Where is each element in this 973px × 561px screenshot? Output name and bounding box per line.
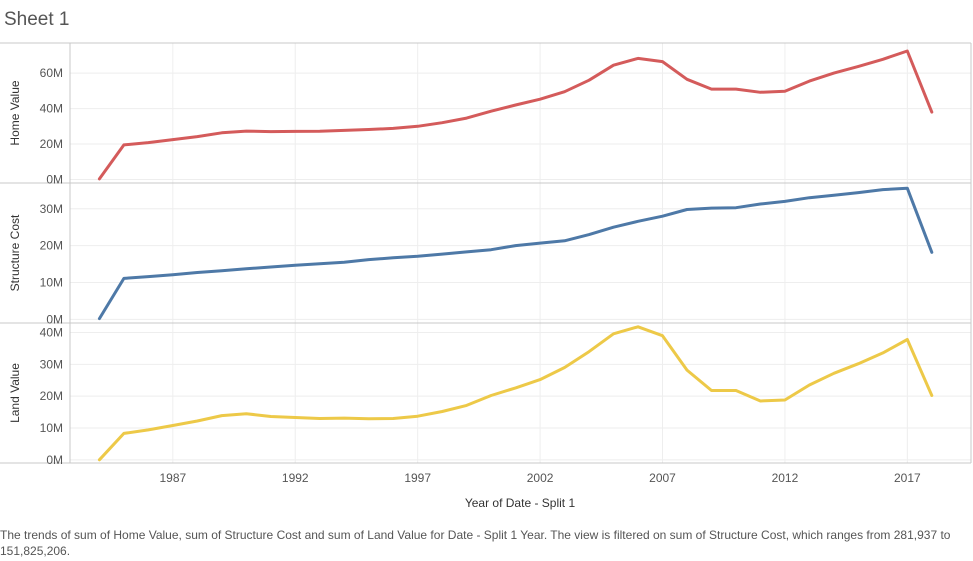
series-line-structure-cost <box>97 186 934 321</box>
y-tick-label: 30M <box>40 357 63 371</box>
x-tick-label: 2017 <box>894 471 921 485</box>
x-tick-label: 2002 <box>527 471 554 485</box>
chart-caption: The trends of sum of Home Value, sum of … <box>0 528 951 558</box>
y-tick-label: 0M <box>46 453 63 467</box>
y-axis-title: Land Value <box>8 363 22 423</box>
panel-frames <box>0 42 972 464</box>
y-tick-labels: 0M 20M 40M 60M 0M 10M 20M 30M 0M 10M 20M 30M 40M <box>40 66 63 467</box>
y-tick-label: 0M <box>46 172 63 186</box>
y-axis-title: Home Value <box>8 80 22 145</box>
grid-layer <box>70 43 971 463</box>
y-tick-label: 10M <box>40 421 63 435</box>
y-tick-label: 40M <box>40 102 63 116</box>
x-tick-labels: 1987 1992 1997 2002 2007 2012 2017 <box>159 471 921 485</box>
x-tick-label: 1987 <box>159 471 186 485</box>
y-tick-label: 60M <box>40 66 63 80</box>
x-tick-label: 2007 <box>649 471 676 485</box>
x-tick-label: 2012 <box>772 471 799 485</box>
y-tick-label: 30M <box>40 202 63 216</box>
y-tick-label: 20M <box>40 239 63 253</box>
series-line-home-value <box>97 49 934 181</box>
series-layer <box>97 49 934 462</box>
y-tick-label: 20M <box>40 137 63 151</box>
x-tick-label: 1997 <box>404 471 431 485</box>
x-tick-label: 1992 <box>282 471 309 485</box>
y-tick-label: 0M <box>46 312 63 326</box>
y-tick-label: 40M <box>40 326 63 340</box>
series-line-land-value <box>97 325 934 462</box>
x-axis-title: Year of Date - Split 1 <box>465 496 576 510</box>
sheet-title: Sheet 1 <box>4 9 70 30</box>
y-axis-title: Structure Cost <box>8 214 22 291</box>
y-tick-label: 20M <box>40 389 63 403</box>
y-tick-label: 10M <box>40 275 63 289</box>
y-axis-titles: Home Value Structure Cost Land Value <box>8 80 22 423</box>
